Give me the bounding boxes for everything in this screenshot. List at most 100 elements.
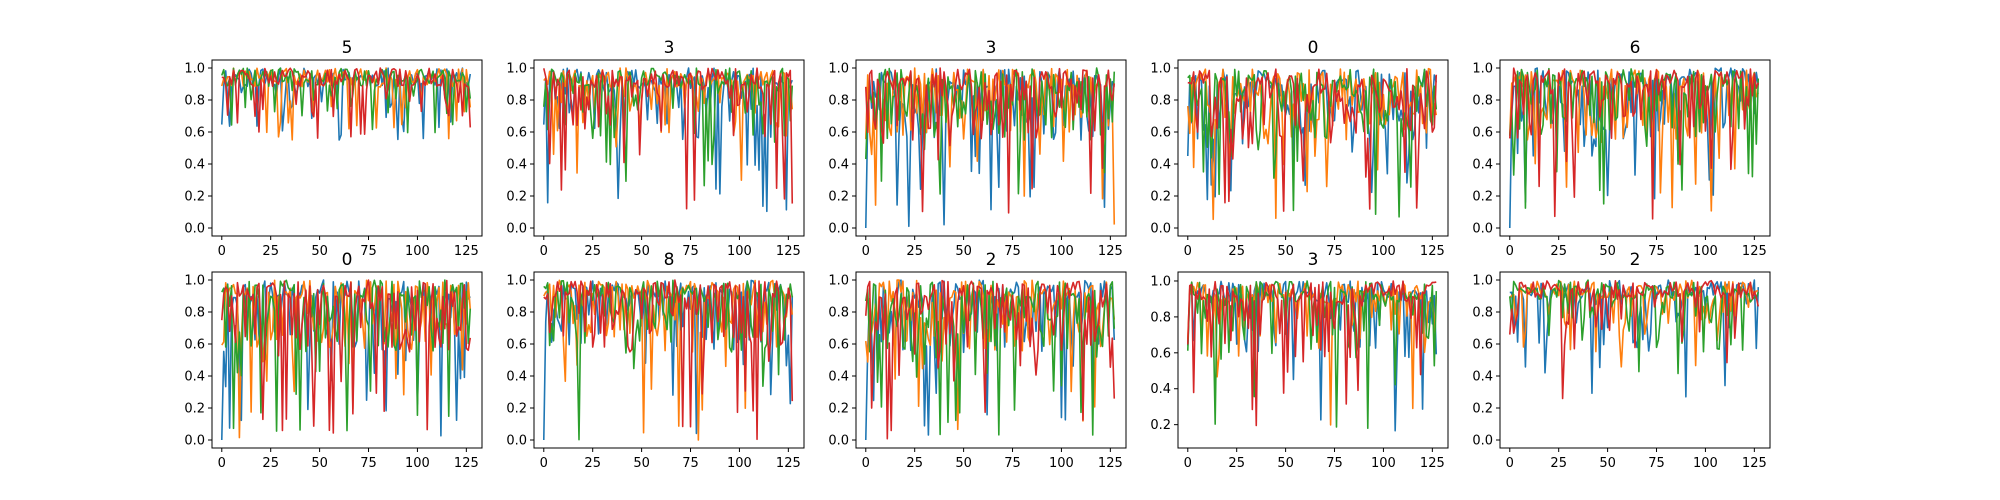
x-tick-label: 125	[1742, 244, 1767, 259]
subplot-4-lines	[1186, 67, 1438, 221]
subplot-2-lines	[542, 67, 794, 213]
series-line-4	[864, 279, 1116, 440]
x-tick-label: 75	[1326, 244, 1343, 259]
series-line-3	[221, 279, 472, 432]
x-tick-label: 0	[1506, 244, 1514, 259]
subplot-10: 0 25 50 75 100 125 0.0 0.2 0.4 0.6 0.8 1.0 2	[1472, 250, 1771, 471]
x-tick-label: 0	[218, 456, 226, 471]
x-tick-label: 75	[682, 244, 699, 259]
y-tick-label: 1.0	[506, 62, 527, 77]
subplot-6-lines	[220, 279, 472, 441]
x-tick-label: 0	[540, 456, 548, 471]
x-tick-label: 50	[1599, 456, 1616, 471]
x-tick-label: 0	[1184, 456, 1192, 471]
subplot-3: 0 25 50 75 100 125 0.0 0.2 0.4 0.6 0.8 1.0 3	[828, 38, 1127, 259]
subplot-8-lines	[864, 279, 1116, 441]
series-line-4	[221, 67, 472, 139]
x-tick-label: 50	[633, 456, 650, 471]
series-line-4	[220, 279, 472, 434]
y-tick-label: 1.0	[1150, 62, 1171, 77]
series-line-2	[221, 67, 472, 141]
y-tick-label: 0.6	[184, 126, 205, 141]
y-tick-label: 0.4	[1150, 382, 1171, 397]
x-tick-label: 0	[1506, 456, 1514, 471]
subplot-title: 8	[664, 250, 675, 270]
x-tick-label: 25	[1550, 244, 1567, 259]
series-line-4	[543, 279, 794, 441]
x-tick-label: 75	[360, 456, 377, 471]
x-tick-label: 25	[584, 456, 601, 471]
y-tick-label: 0.0	[184, 222, 205, 237]
x-tick-label: 125	[1420, 244, 1445, 259]
y-tick-label: 0.4	[1150, 158, 1171, 173]
x-tick-label: 100	[405, 244, 430, 259]
x-tick-label: 100	[1371, 456, 1396, 471]
y-tick-label: 0.6	[184, 338, 205, 353]
x-tick-label: 75	[1004, 244, 1021, 259]
axes-frame	[1499, 59, 1771, 237]
x-tick-label: 0	[540, 244, 548, 259]
y-tick-label: 0.4	[184, 158, 205, 173]
x-tick-label: 25	[1550, 456, 1567, 471]
x-tick-label: 50	[1277, 456, 1294, 471]
subplot-1-lines	[220, 67, 472, 141]
y-tick-label: 0.0	[506, 434, 527, 449]
y-tick-label: 0.6	[1150, 346, 1171, 361]
y-tick-label: 0.4	[1472, 158, 1493, 173]
x-tick-label: 50	[633, 244, 650, 259]
subplot-title: 2	[986, 250, 997, 270]
x-tick-label: 25	[584, 244, 601, 259]
axes-frame	[1177, 271, 1449, 449]
x-tick-label: 75	[1648, 456, 1665, 471]
x-tick-label: 25	[262, 244, 279, 259]
axes-frame	[855, 271, 1127, 449]
y-tick-label: 1.0	[506, 274, 527, 289]
x-tick-label: 0	[862, 456, 870, 471]
x-tick-label: 25	[262, 456, 279, 471]
y-tick-label: 0.2	[1472, 190, 1493, 205]
subplot-title: 0	[342, 250, 353, 270]
x-tick-label: 0	[218, 244, 226, 259]
x-tick-label: 50	[311, 456, 328, 471]
y-tick-label: 0.6	[506, 338, 527, 353]
subplot-2: 0 25 50 75 100 125 0.0 0.2 0.4 0.6 0.8 1.0 3	[506, 38, 805, 259]
y-tick-label: 1.0	[184, 62, 205, 77]
y-tick-label: 0.8	[828, 94, 849, 109]
series-line-3	[221, 67, 472, 134]
series-line-3	[864, 280, 1116, 436]
subplot-title: 3	[986, 38, 997, 58]
y-tick-label: 0.8	[506, 306, 527, 321]
y-tick-label: 0.6	[828, 126, 849, 141]
y-tick-label: 1.0	[1150, 274, 1171, 289]
x-tick-label: 50	[1277, 244, 1294, 259]
series-line-4	[1186, 280, 1437, 427]
x-tick-label: 100	[727, 244, 752, 259]
y-tick-label: 0.2	[506, 190, 527, 205]
y-tick-label: 0.2	[184, 190, 205, 205]
y-tick-label: 0.6	[1472, 338, 1493, 353]
y-tick-label: 0.8	[184, 94, 205, 109]
subplot-title: 3	[1308, 250, 1319, 270]
y-tick-label: 0.0	[1150, 222, 1171, 237]
subplot-9: 0 25 50 75 100 125 0.2 0.4 0.6 0.8 1.0 3	[1150, 250, 1449, 471]
axes-frame	[855, 59, 1127, 237]
series-line-3	[1508, 67, 1760, 209]
y-tick-label: 0.8	[1150, 94, 1171, 109]
series-line-3	[542, 67, 794, 187]
y-tick-label: 0.2	[1150, 190, 1171, 205]
x-tick-label: 50	[1599, 244, 1616, 259]
y-tick-label: 0.2	[1150, 418, 1171, 433]
x-tick-label: 75	[682, 456, 699, 471]
subplot-title: 6	[1630, 38, 1641, 58]
series-line-4	[864, 67, 1116, 214]
y-tick-label: 0.0	[184, 434, 205, 449]
series-line-4	[1508, 279, 1760, 400]
series-line-4	[1187, 68, 1438, 212]
y-tick-label: 0.8	[1472, 306, 1493, 321]
x-tick-label: 100	[1693, 456, 1718, 471]
subplot-5: 0 25 50 75 100 125 0.0 0.2 0.4 0.6 0.8 1.0 6	[1472, 38, 1771, 259]
x-tick-label: 125	[454, 456, 479, 471]
y-tick-label: 1.0	[184, 274, 205, 289]
x-tick-label: 100	[727, 456, 752, 471]
subplot-3-lines	[864, 67, 1116, 229]
